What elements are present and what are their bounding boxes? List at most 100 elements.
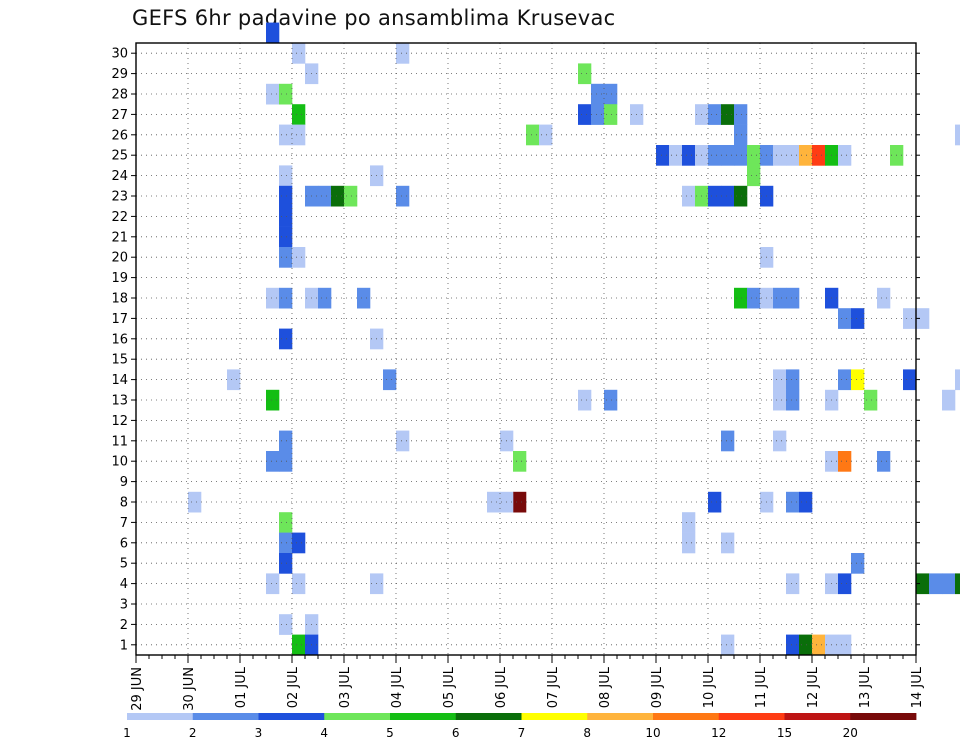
heatmap-cell	[916, 308, 930, 329]
legend-swatch	[521, 713, 588, 720]
legend-label: 12	[711, 726, 726, 740]
x-tick-label: 06 JUL	[494, 666, 509, 708]
heatmap-cell	[786, 389, 800, 411]
heatmap-cell	[838, 308, 852, 329]
legend-label: 15	[777, 726, 792, 740]
heatmap-cell	[773, 287, 787, 309]
heatmap-cell	[786, 145, 800, 166]
heatmap-cell	[292, 573, 306, 595]
heatmap-cell	[786, 287, 800, 309]
heatmap-cell	[708, 145, 722, 166]
y-tick-label: 15	[111, 353, 128, 368]
heatmap-cell	[773, 430, 787, 452]
heatmap-cell	[734, 104, 748, 125]
chart-title: GEFS 6hr padavine po ansamblima Krusevac	[132, 6, 616, 30]
heatmap-cell	[786, 491, 800, 513]
heatmap-cell	[721, 532, 735, 554]
heatmap-cell	[318, 287, 332, 309]
heatmap-cell	[292, 247, 306, 268]
heatmap-cell	[292, 43, 306, 64]
heatmap-cell	[279, 430, 293, 452]
y-tick-label: 22	[111, 210, 128, 225]
y-tick-label: 6	[120, 536, 128, 551]
legend-swatch	[192, 713, 259, 720]
y-tick-label: 5	[120, 557, 128, 572]
legend-swatch	[718, 713, 785, 720]
y-tick-label: 16	[111, 332, 128, 347]
heatmap-cell	[396, 43, 410, 64]
heatmap-cell	[292, 104, 306, 125]
y-tick-label: 28	[111, 88, 128, 103]
heatmap-cell	[734, 124, 748, 146]
x-tick-label: 11 JUL	[754, 666, 769, 708]
heatmap-cell	[279, 512, 293, 533]
heatmap-cell	[513, 491, 527, 513]
heatmap-cell	[903, 308, 917, 329]
heatmap-cell	[877, 451, 891, 472]
heatmap-cell	[656, 145, 670, 166]
heatmap-cell	[708, 185, 722, 207]
heatmap-cell	[539, 124, 553, 146]
heatmap-cell	[279, 328, 293, 350]
heatmap-cell	[279, 451, 293, 472]
heatmap-cell	[318, 185, 332, 207]
y-tick-label: 14	[111, 373, 128, 388]
heatmap-cell	[279, 165, 293, 187]
heatmap-cell	[721, 185, 735, 207]
legend-label: 20	[843, 726, 858, 740]
x-tick-label: 04 JUL	[390, 666, 405, 708]
heatmap-cell	[279, 226, 293, 248]
legend-label: 3	[255, 726, 263, 740]
heatmap-cell	[279, 287, 293, 309]
heatmap-cell	[266, 389, 280, 411]
heatmap-cell	[799, 491, 813, 513]
x-tick-label: 14 JUL	[910, 666, 925, 708]
x-tick-label: 13 JUL	[858, 666, 873, 708]
heatmap-cell	[604, 83, 618, 105]
x-tick-label: 07 JUL	[546, 666, 561, 708]
heatmap-cell	[591, 104, 605, 125]
heatmap-cell	[786, 634, 800, 656]
heatmap-cell	[773, 369, 787, 391]
heatmap-cell	[396, 185, 410, 207]
heatmap-cell	[188, 491, 202, 513]
heatmap-cell	[747, 145, 761, 166]
heatmap-cell	[279, 247, 293, 268]
heatmap-cell	[734, 287, 748, 309]
heatmap-cell	[851, 553, 865, 574]
legend-label: 2	[189, 726, 197, 740]
y-tick-label: 20	[111, 251, 128, 266]
legend-swatch	[455, 713, 522, 720]
heatmap-cell	[279, 553, 293, 574]
legend-swatch	[653, 713, 720, 720]
y-tick-label: 3	[120, 598, 128, 613]
y-tick-label: 23	[111, 190, 128, 205]
legend-swatch	[784, 713, 851, 720]
heatmap-cell	[682, 145, 696, 166]
y-tick-label: 17	[111, 312, 128, 327]
y-tick-label: 9	[120, 475, 128, 490]
heatmap-cell	[279, 614, 293, 635]
x-tick-label: 10 JUL	[702, 666, 717, 708]
heatmap-cell	[513, 451, 527, 472]
heatmap-cell	[604, 104, 618, 125]
heatmap-cell	[838, 573, 852, 595]
y-tick-label: 27	[111, 108, 128, 123]
legend-swatch	[587, 713, 654, 720]
heatmap-cell	[851, 308, 865, 329]
legend-swatch	[258, 713, 325, 720]
heatmap-cell	[955, 124, 960, 146]
heatmap-cell	[266, 573, 280, 595]
heatmap-cell	[266, 451, 280, 472]
heatmap-cell	[786, 573, 800, 595]
y-tick-label: 1	[120, 638, 128, 653]
heatmap-cell	[734, 145, 748, 166]
heatmap-cell	[799, 145, 813, 166]
legend-label: 6	[452, 726, 460, 740]
heatmap-cell	[383, 369, 397, 391]
heatmap-cell	[942, 573, 956, 595]
heatmap-cell	[721, 430, 735, 452]
y-tick-label: 10	[111, 455, 128, 470]
y-tick-label: 24	[111, 169, 128, 184]
y-tick-label: 11	[111, 434, 128, 449]
